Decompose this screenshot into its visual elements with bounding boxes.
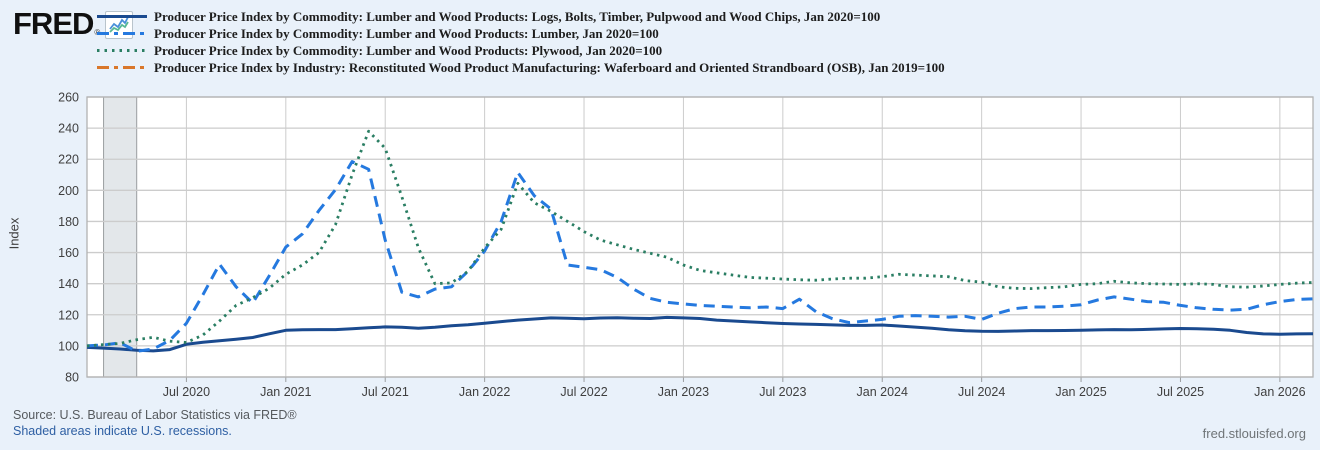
footer-notes: Source: U.S. Bureau of Labor Statistics …	[13, 407, 297, 439]
legend: Producer Price Index by Commodity: Lumbe…	[96, 8, 945, 76]
svg-text:140: 140	[58, 277, 79, 291]
svg-text:260: 260	[58, 91, 79, 105]
svg-text:180: 180	[58, 215, 79, 229]
svg-text:Jul 2021: Jul 2021	[362, 385, 409, 399]
legend-label: Producer Price Index by Commodity: Lumbe…	[154, 25, 659, 41]
svg-text:Jan 2024: Jan 2024	[857, 385, 908, 399]
legend-item-plywood[interactable]: Producer Price Index by Commodity: Lumbe…	[96, 42, 945, 59]
legend-label: Producer Price Index by Industry: Recons…	[154, 59, 945, 75]
series-line-1	[86, 160, 1314, 353]
svg-text:Jul 2022: Jul 2022	[560, 385, 607, 399]
svg-text:80: 80	[65, 371, 79, 385]
series-line-0	[86, 315, 1314, 353]
source-note: Source: U.S. Bureau of Labor Statistics …	[13, 408, 297, 422]
svg-text:200: 200	[58, 184, 79, 198]
legend-item-osb[interactable]: Producer Price Index by Industry: Recons…	[96, 59, 945, 76]
svg-text:Jan 2021: Jan 2021	[260, 385, 311, 399]
svg-text:Jan 2023: Jan 2023	[658, 385, 709, 399]
svg-text:100: 100	[58, 339, 79, 353]
svg-text:160: 160	[58, 246, 79, 260]
svg-text:Jan 2025: Jan 2025	[1055, 385, 1106, 399]
series-line-2	[86, 129, 1314, 348]
legend-item-logs[interactable]: Producer Price Index by Commodity: Lumbe…	[96, 8, 945, 25]
legend-key-line	[97, 49, 147, 52]
legend-key-line	[97, 66, 147, 69]
legend-key-line	[97, 15, 147, 18]
legend-label: Producer Price Index by Commodity: Lumbe…	[154, 42, 663, 58]
legend-key-line	[97, 32, 147, 35]
svg-text:Jul 2025: Jul 2025	[1157, 385, 1204, 399]
svg-text:Jul 2020: Jul 2020	[163, 385, 210, 399]
svg-text:Jul 2023: Jul 2023	[759, 385, 806, 399]
svg-text:Jul 2024: Jul 2024	[958, 385, 1005, 399]
svg-text:Jan 2022: Jan 2022	[459, 385, 510, 399]
fred-logo-text: FRED	[13, 6, 94, 41]
svg-text:220: 220	[58, 153, 79, 167]
fred-watermark-link[interactable]: fred.stlouisfed.org	[1202, 426, 1306, 441]
legend-item-lumber[interactable]: Producer Price Index by Commodity: Lumbe…	[96, 25, 945, 42]
legend-label: Producer Price Index by Commodity: Lumbe…	[154, 8, 881, 24]
svg-text:Jan 2026: Jan 2026	[1254, 385, 1305, 399]
svg-text:120: 120	[58, 308, 79, 322]
recessions-link[interactable]: Shaded areas indicate U.S. recessions.	[13, 424, 232, 438]
svg-text:240: 240	[58, 122, 79, 136]
